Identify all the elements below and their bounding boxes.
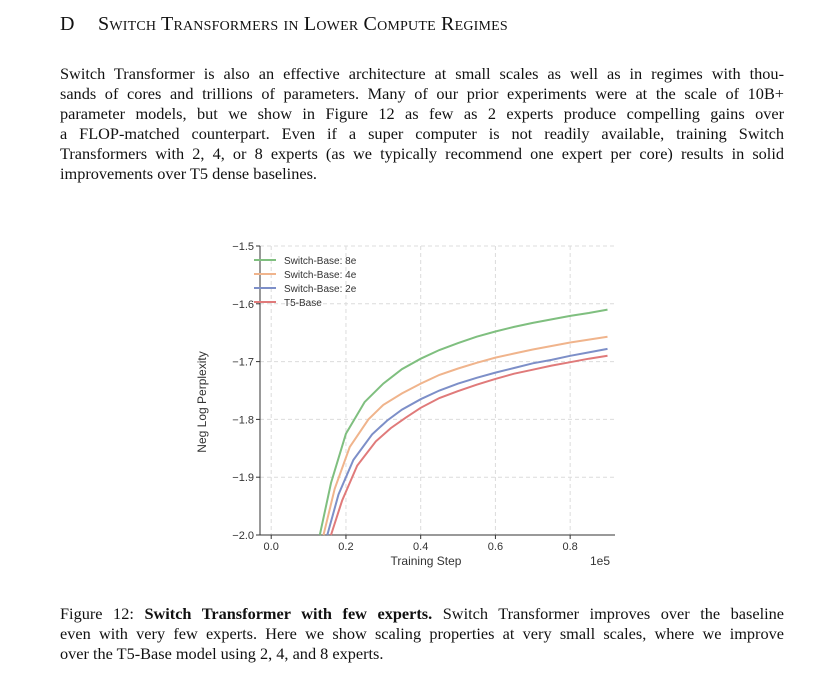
x-axis-multiplier: 1e5	[590, 554, 610, 568]
x-tick-label: 0.8	[563, 541, 578, 553]
section-title: Switch Transformers in Lower Compute Reg…	[98, 13, 508, 35]
section-heading: D Switch Transformers in Lower Compute Re…	[60, 13, 508, 36]
paragraph-line: sands of cores and trillions of paramete…	[60, 84, 784, 103]
figure-12: 0.0 0.2 0.4 0.6 0.8 −1.5 −1.6 −1.7 −1.8 −1.9 −2.0 …	[160, 228, 660, 580]
caption-line: over the T5-Base model using 2, 4, and 8…	[60, 644, 384, 663]
chart-grid	[260, 245, 615, 536]
y-tick-label: −1.9	[232, 472, 254, 484]
series-line-0	[318, 308, 608, 536]
x-axis-label: Training Step	[391, 554, 462, 568]
series-line-2	[326, 347, 608, 536]
x-tick-label: 0.2	[338, 541, 353, 553]
caption-label: Figure 12:	[60, 604, 134, 623]
caption-line1-rest: Switch Transformer improves over the bas…	[442, 604, 784, 623]
paragraph-line: Switch Transformer is also an effective …	[60, 64, 784, 83]
x-tick-label: 0.0	[264, 541, 279, 553]
caption-line: even with very few experts. Here we show…	[60, 624, 784, 643]
y-tick-label: −2.0	[232, 530, 254, 542]
series-line-3	[330, 354, 608, 536]
y-tick-label: −1.5	[232, 241, 254, 253]
chart-legend: Switch-Base: 8e Switch-Base: 4e Switch-Bas…	[254, 256, 357, 309]
legend-label: Switch-Base: 2e	[284, 284, 357, 295]
paragraph-line: Transformers with 2, 4, or 8 experts (as…	[60, 144, 784, 163]
y-tick-label: −1.6	[232, 299, 254, 311]
x-tick-label: 0.6	[488, 541, 503, 553]
figure-caption: Figure 12: Switch Transformer with few e…	[60, 604, 784, 664]
legend-label: Switch-Base: 4e	[284, 270, 357, 281]
paragraph-line: parameter models, but we show in Figure …	[60, 104, 784, 123]
y-tick-label: −1.7	[232, 357, 254, 369]
series-line-1	[322, 335, 608, 536]
y-tick-label: −1.8	[232, 414, 254, 426]
caption-line: Figure 12: Switch Transformer with few e…	[60, 604, 784, 624]
paragraph-line: improvements over T5 dense baselines.	[60, 164, 317, 183]
section-letter: D	[60, 13, 75, 35]
x-tick-label: 0.4	[413, 541, 428, 553]
paragraph-line: a FLOP-matched counterpart. Even if a su…	[60, 124, 784, 143]
y-axis-label: Neg Log Perplexity	[195, 351, 209, 452]
legend-label: Switch-Base: 8e	[284, 256, 357, 267]
chart-axes: 0.0 0.2 0.4 0.6 0.8 −1.5 −1.6 −1.7 −1.8 −1.9 −2.0	[232, 241, 615, 553]
legend-label: T5-Base	[284, 298, 322, 309]
line-chart: 0.0 0.2 0.4 0.6 0.8−1.5−1.6−1.7−1.8−1.9−2.0 …	[195, 241, 615, 568]
chart-series	[318, 308, 608, 536]
caption-bold-title: Switch Transformer with few experts.	[144, 604, 433, 623]
body-paragraph: Switch Transformer is also an effective …	[60, 64, 784, 184]
